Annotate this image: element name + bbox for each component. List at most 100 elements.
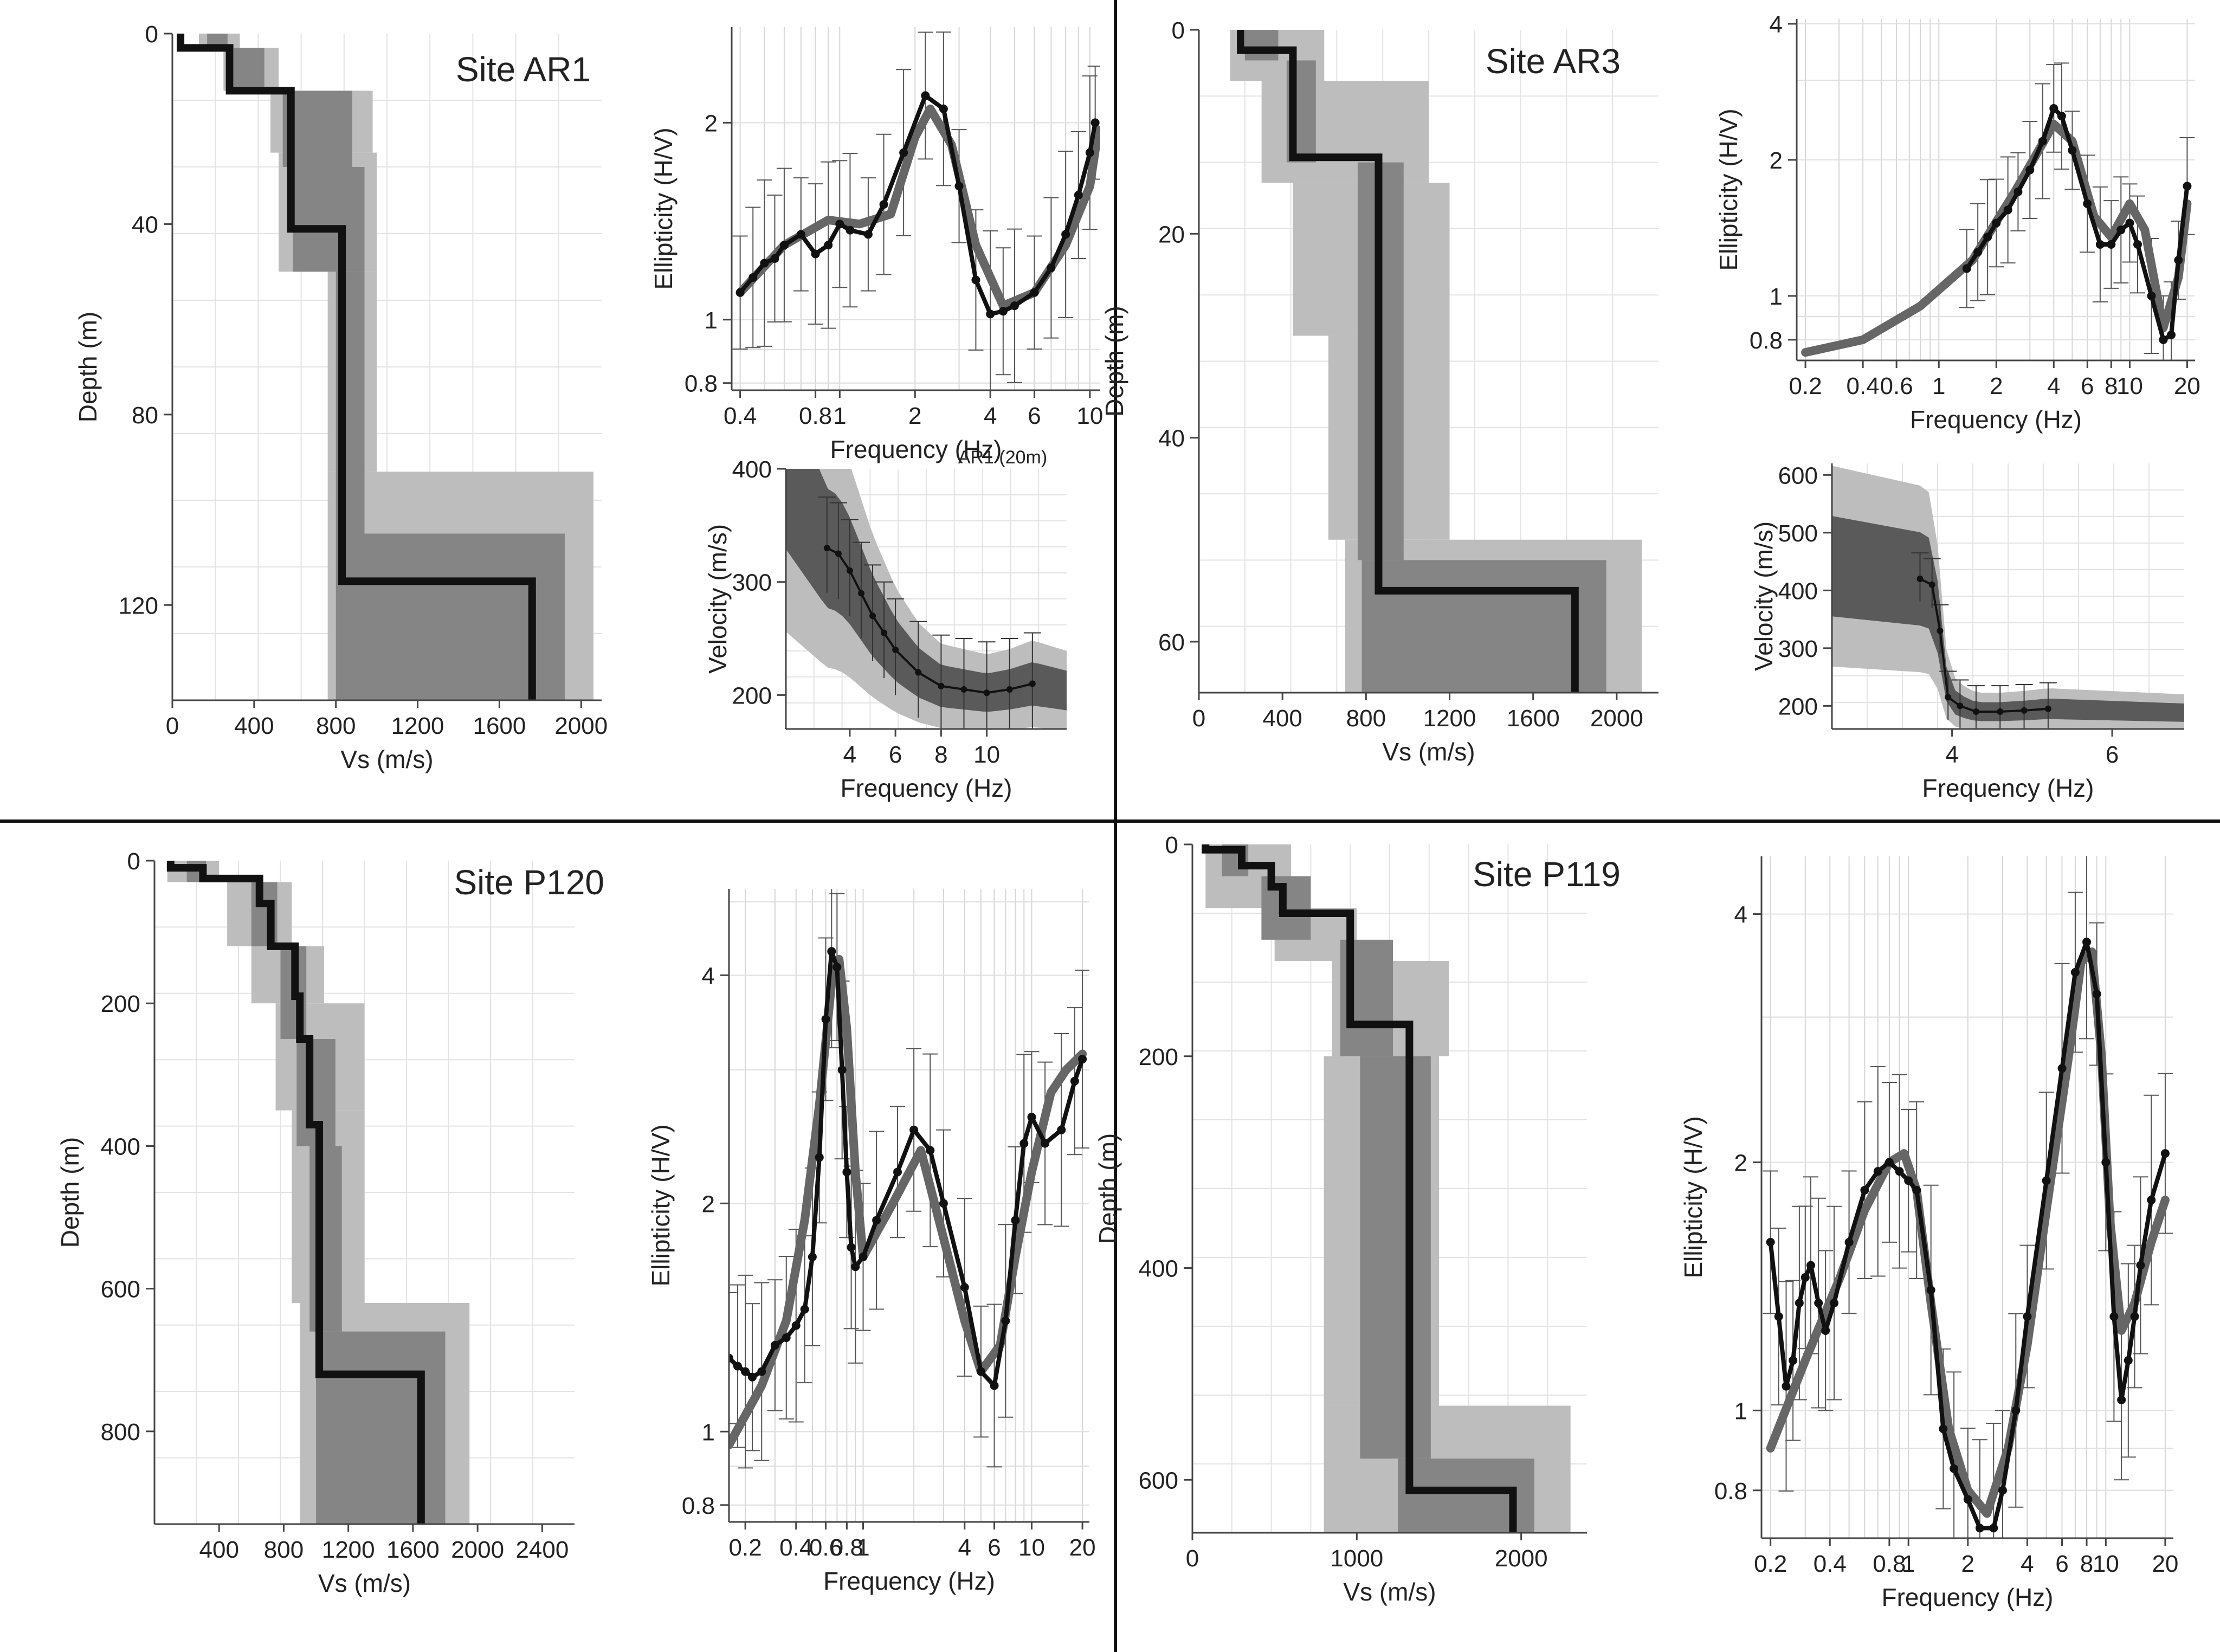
- observed-point: [1937, 627, 1944, 634]
- profile-band-mid: [309, 1146, 342, 1332]
- x-tick-label: 800: [1346, 705, 1386, 732]
- site-title: Site AR1: [456, 50, 591, 89]
- observed-point: [1795, 1299, 1804, 1308]
- x-tick-label: 800: [264, 1537, 304, 1563]
- observed-point: [2057, 1064, 2067, 1073]
- x-tick-label: 2: [1990, 373, 2003, 399]
- plot-area: [1801, 62, 2195, 360]
- x-tick-label: 2400: [515, 1537, 569, 1563]
- x-tick-label: 400: [1262, 705, 1302, 732]
- observed-point: [1006, 686, 1013, 693]
- observed-point: [1945, 694, 1952, 701]
- observed-point: [757, 1367, 766, 1376]
- observed-point: [1070, 1076, 1079, 1086]
- x-tick-label: 800: [316, 713, 356, 739]
- ar3-vs-profile-chart: 0 400 800 1200 1600 2000 0 20 40 60 Vs (m/s) Depth …: [1100, 17, 1658, 766]
- x-tick-label: 4: [2021, 1551, 2034, 1577]
- observed-point: [824, 241, 833, 250]
- y-tick-label: 400: [732, 456, 772, 483]
- observed-point: [2109, 1312, 2119, 1321]
- observed-point: [1029, 680, 1036, 687]
- observed-point: [2130, 1312, 2139, 1321]
- x-axis-label: Vs (m/s): [340, 745, 433, 773]
- y-tick-label: 200: [101, 991, 140, 1017]
- observed-point: [1860, 1185, 1869, 1195]
- x-tick-label: 4: [843, 741, 856, 768]
- observed-point: [1806, 1261, 1815, 1270]
- plot-area: [729, 889, 1089, 1469]
- observed-point: [1972, 708, 1979, 715]
- observed-point: [741, 1367, 750, 1376]
- y-tick-label: 1: [702, 1419, 715, 1446]
- observed-point: [2044, 705, 2051, 712]
- y-tick-label: 0: [145, 21, 158, 48]
- observed-point: [976, 1367, 985, 1376]
- x-tick-label: 0.8: [1873, 1551, 1906, 1577]
- site-title: Site AR3: [1486, 42, 1621, 81]
- x-tick-label: 1200: [391, 713, 444, 739]
- observed-point: [990, 1381, 999, 1390]
- observed-point: [872, 1216, 881, 1225]
- observed-point: [1821, 1326, 1830, 1335]
- observed-point: [954, 182, 964, 191]
- x-tick-label: 2: [1961, 1551, 1974, 1577]
- observed-point: [1766, 1237, 1775, 1247]
- x-tick-label: 0.2: [729, 1534, 762, 1561]
- p119-vs-profile-chart: 0 1000 2000 0 200 400 600 Vs (m/s) Depth (m) Site…: [1094, 832, 1621, 1606]
- observed-point: [909, 1125, 919, 1134]
- observed-point: [760, 259, 769, 268]
- x-tick-label: 4: [2047, 373, 2060, 399]
- y-tick-label: 600: [1778, 462, 1818, 489]
- observed-point: [733, 1361, 742, 1371]
- observed-point: [842, 1167, 851, 1177]
- x-axis-label: Frequency (Hz): [841, 774, 1012, 802]
- observed-point: [2082, 938, 2092, 947]
- observed-point: [1090, 118, 1100, 127]
- observed-point: [1957, 702, 1964, 709]
- observed-point: [2101, 1158, 2111, 1167]
- observed-point: [2003, 205, 2012, 215]
- observed-point: [1962, 264, 1971, 273]
- profile-band-mid: [1360, 1056, 1431, 1459]
- observed-point: [899, 148, 908, 157]
- p120-vs-profile-chart: 400 800 1200 1600 2000 2400 0 200 400 600 800 Vs (m…: [56, 848, 604, 1597]
- observed-point: [2038, 137, 2047, 146]
- observed-point: [846, 567, 853, 574]
- y-tick-label: 0: [1172, 17, 1185, 44]
- y-tick-label: 4: [1734, 902, 1747, 928]
- observed-point: [1085, 148, 1094, 157]
- observed-point: [1027, 1112, 1036, 1121]
- x-axis-label: Frequency (Hz): [823, 1567, 995, 1595]
- y-tick-label: 1: [1734, 1398, 1747, 1424]
- observed-point: [1992, 218, 2001, 228]
- x-tick-label: 2000: [1495, 1545, 1548, 1572]
- observed-point: [1041, 1139, 1050, 1148]
- observed-point: [2160, 1149, 2170, 1158]
- y-axis-label: Depth (m): [1100, 306, 1128, 416]
- observed-point: [1061, 230, 1070, 239]
- observed-point: [2070, 967, 2080, 977]
- ar1-vs-profile-chart: 0 400 800 1200 1600 2000 0 40 80 120 Vs (m/s) Depth…: [74, 21, 608, 773]
- x-tick-label: 1200: [322, 1537, 375, 1563]
- observed-point: [915, 669, 922, 676]
- x-tick-label: 6: [988, 1534, 1001, 1561]
- x-tick-label: 1: [833, 403, 846, 429]
- x-tick-label: 0.6: [1880, 373, 1913, 399]
- observed-point: [2042, 1176, 2051, 1185]
- observed-point: [1010, 301, 1019, 311]
- x-tick-label: 1: [1902, 1551, 1915, 1577]
- y-tick-label: 500: [1778, 520, 1818, 547]
- observed-ellipticity-curve: [1965, 106, 2190, 342]
- observed-point: [2183, 182, 2192, 191]
- observed-point: [1998, 1486, 2007, 1495]
- plot-area: [1832, 466, 2184, 729]
- y-axis-label: Velocity (m/s): [704, 524, 732, 674]
- y-axis-label: Ellipticity (H/V): [647, 1124, 675, 1286]
- y-axis-label: Depth (m): [1094, 1133, 1122, 1244]
- observed-point: [2023, 1312, 2032, 1321]
- ar3-dispersion-chart: 4 6 200 300 400 500 600 Frequency (Hz) Velocity …: [1750, 462, 2184, 802]
- observed-point: [1001, 1316, 1010, 1325]
